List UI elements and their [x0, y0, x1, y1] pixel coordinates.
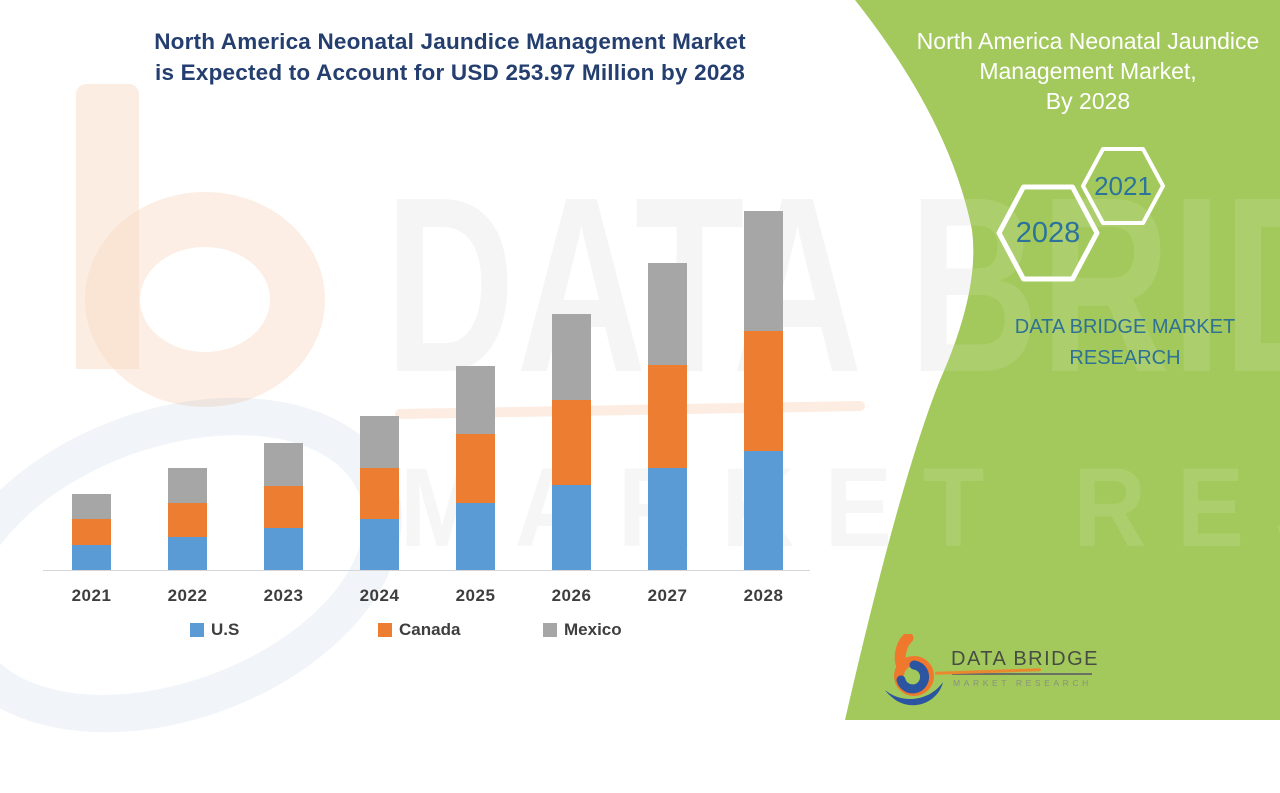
x-axis-label-2022: 2022 — [167, 586, 208, 605]
bar-segment-canada — [360, 468, 399, 519]
bar-segment-canada — [72, 519, 111, 545]
legend-item-canada: Canada — [378, 620, 460, 640]
bar-segment-mexico — [648, 263, 687, 365]
bar-segment-us — [744, 451, 783, 570]
chart-title: North America Neonatal Jaundice Manageme… — [25, 26, 875, 88]
legend-item-mexico: Mexico — [543, 620, 622, 640]
bar-segment-canada — [456, 434, 495, 503]
legend-label: U.S — [211, 620, 240, 639]
chart-title-line2: is Expected to Account for USD 253.97 Mi… — [155, 60, 745, 85]
hexagon-label-2028: 2028 — [1015, 217, 1081, 249]
bar-2026 — [552, 314, 591, 570]
legend-swatch — [190, 623, 204, 637]
bar-segment-mexico — [72, 494, 111, 519]
bar-segment-mexico — [744, 211, 783, 331]
side-panel-title-line2: Management Market, — [979, 58, 1197, 84]
bar-2025 — [456, 366, 495, 570]
bar-2028 — [744, 211, 783, 570]
bar-segment-mexico — [456, 366, 495, 434]
bar-segment-mexico — [168, 468, 207, 503]
logo-tagline: MARKET RESEARCH — [953, 678, 1092, 688]
x-axis-line — [43, 570, 810, 571]
bar-segment-canada — [648, 365, 687, 468]
side-panel-title: North America Neonatal Jaundice Manageme… — [900, 26, 1276, 116]
x-axis-label-2023: 2023 — [263, 586, 304, 605]
bar-segment-us — [72, 545, 111, 570]
databridge-logo-icon — [885, 634, 943, 706]
bar-segment-us — [456, 503, 495, 570]
bar-2024 — [360, 416, 399, 570]
legend-label: Mexico — [564, 620, 622, 639]
bar-segment-us — [648, 468, 687, 570]
hexagon-label-2021: 2021 — [1094, 171, 1152, 201]
side-panel-title-line3: By 2028 — [1045, 88, 1131, 114]
bar-segment-us — [360, 519, 399, 570]
x-axis-label-2025: 2025 — [455, 586, 496, 605]
bar-2021 — [72, 494, 111, 570]
logo-wordmark: DATA BRIDGE — [951, 648, 1100, 670]
content-layer: North America Neonatal Jaundice Manageme… — [25, 26, 1276, 706]
bar-segment-canada — [744, 331, 783, 451]
chart-title-line1: North America Neonatal Jaundice Manageme… — [154, 29, 746, 54]
legend-item-us: U.S — [190, 620, 239, 640]
bar-segment-mexico — [552, 314, 591, 400]
bar-segment-mexico — [264, 443, 303, 486]
x-axis-label-2027: 2027 — [647, 586, 688, 605]
bar-segment-canada — [168, 503, 207, 537]
side-panel-brand: DATA BRIDGE MARKET RESEARCH — [975, 312, 1275, 374]
bar-segment-us — [168, 537, 207, 570]
logo-underline — [952, 673, 1092, 675]
x-axis-label-2028: 2028 — [743, 586, 784, 605]
legend-label: Canada — [399, 620, 461, 639]
x-axis-label-2021: 2021 — [71, 586, 112, 605]
bar-segment-canada — [552, 400, 591, 485]
side-panel-title-line1: North America Neonatal Jaundice — [916, 28, 1260, 54]
bar-2027 — [648, 263, 687, 570]
bar-segment-canada — [264, 486, 303, 528]
logo-b-curl — [896, 660, 930, 694]
bar-2022 — [168, 468, 207, 570]
bar-segment-mexico — [360, 416, 399, 468]
side-panel-polygon — [845, 0, 1280, 720]
legend-swatch — [378, 623, 392, 637]
logo-swoosh — [885, 682, 943, 706]
bar-2023 — [264, 443, 303, 570]
legend-swatch — [543, 623, 557, 637]
bar-segment-us — [264, 528, 303, 570]
side-panel-shape — [845, 0, 1280, 720]
side-panel-brand-line2: RESEARCH — [1069, 347, 1181, 369]
side-panel-brand-line1: DATA BRIDGE MARKET — [1014, 316, 1236, 338]
x-axis-label-2024: 2024 — [359, 586, 400, 605]
bar-segment-us — [552, 485, 591, 570]
x-axis-label-2026: 2026 — [551, 586, 592, 605]
